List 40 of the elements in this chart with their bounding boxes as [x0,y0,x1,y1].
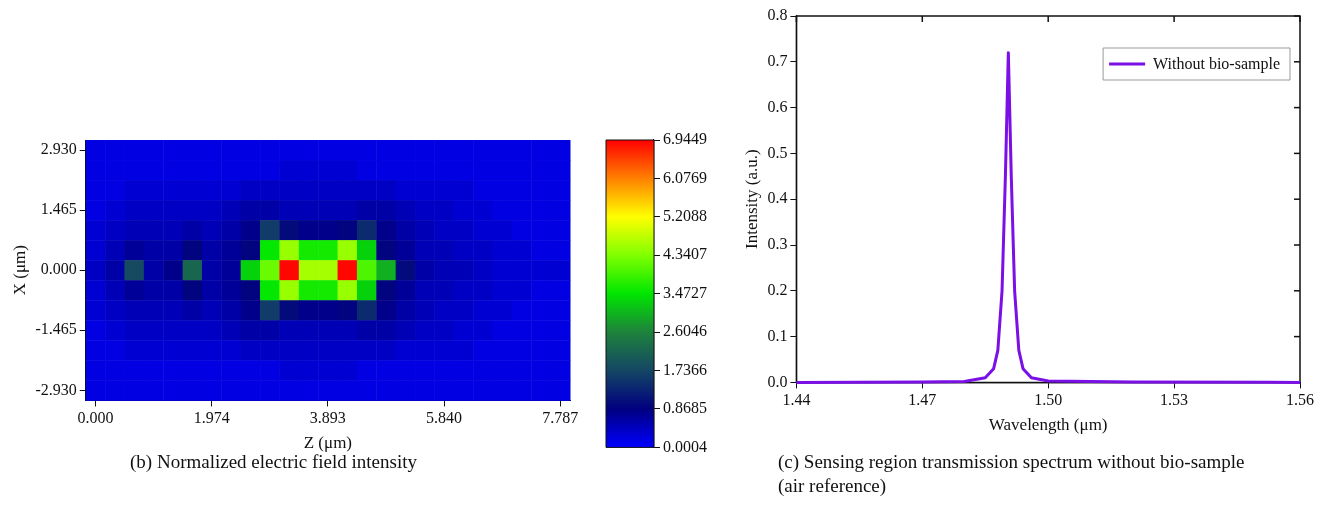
x-tick-label: 1.974 [193,409,230,427]
y-tick-label: 0.4 [767,189,788,207]
y-tick-label: 0.3 [767,235,788,253]
y-tick-label: 0.2 [767,281,788,298]
color-bar-label: 2.6046 [663,322,707,340]
x-tick-label: 7.787 [542,409,579,427]
y-tick-label: 1.465 [40,200,77,218]
x-tick-label: 5.840 [426,409,463,427]
legend-label: Without bio-sample [1153,55,1280,74]
color-bar-label: 4.3407 [663,245,707,263]
text: (b) Normalized electric field intensity [130,451,418,474]
y-tick-label: 0.0 [767,372,788,390]
y-tick-label: 2.930 [40,140,77,158]
color-bar-label: 0.8685 [663,399,707,417]
y-axis-title: X (μm) [9,245,29,296]
x-tick-label: 0.000 [77,409,114,427]
x-axis-title: Wavelength (μm) [988,415,1108,435]
y-tick-label: 0.7 [767,52,788,69]
x-axis-title: Z (μm) [303,433,353,453]
color-bar-label: 1.7366 [663,360,707,378]
color-bar-label: 6.0769 [663,168,707,186]
y-tick-label: -1.465 [35,320,77,338]
x-tick-label: 1.47 [908,391,937,409]
color-bar-label: 5.2088 [663,207,707,225]
y-tick-label: 0.6 [767,97,788,115]
color-bar-label: 6.9449 [663,130,707,148]
color-bar-label: 0.0004 [663,437,707,455]
y-tick-label: -2.930 [35,380,77,398]
y-tick-label: 0.8 [767,6,788,24]
y-tick-label: 0.000 [40,260,77,278]
x-tick-label: 3.893 [309,409,346,427]
y-axis-title: Intensity (a.u.) [741,149,761,249]
x-tick-label: 1.56 [1286,391,1314,409]
text: (c) Sensing region transmission spectrum without bio-sample (air reference) [778,450,1246,498]
x-tick-label: 1.44 [782,391,811,409]
y-tick-label: 0.5 [767,143,788,161]
x-tick-label: 1.53 [1160,391,1189,409]
color-bar-label: 3.4727 [663,283,707,301]
x-tick-label: 1.50 [1034,391,1063,409]
y-tick-label: 0.1 [767,326,788,344]
